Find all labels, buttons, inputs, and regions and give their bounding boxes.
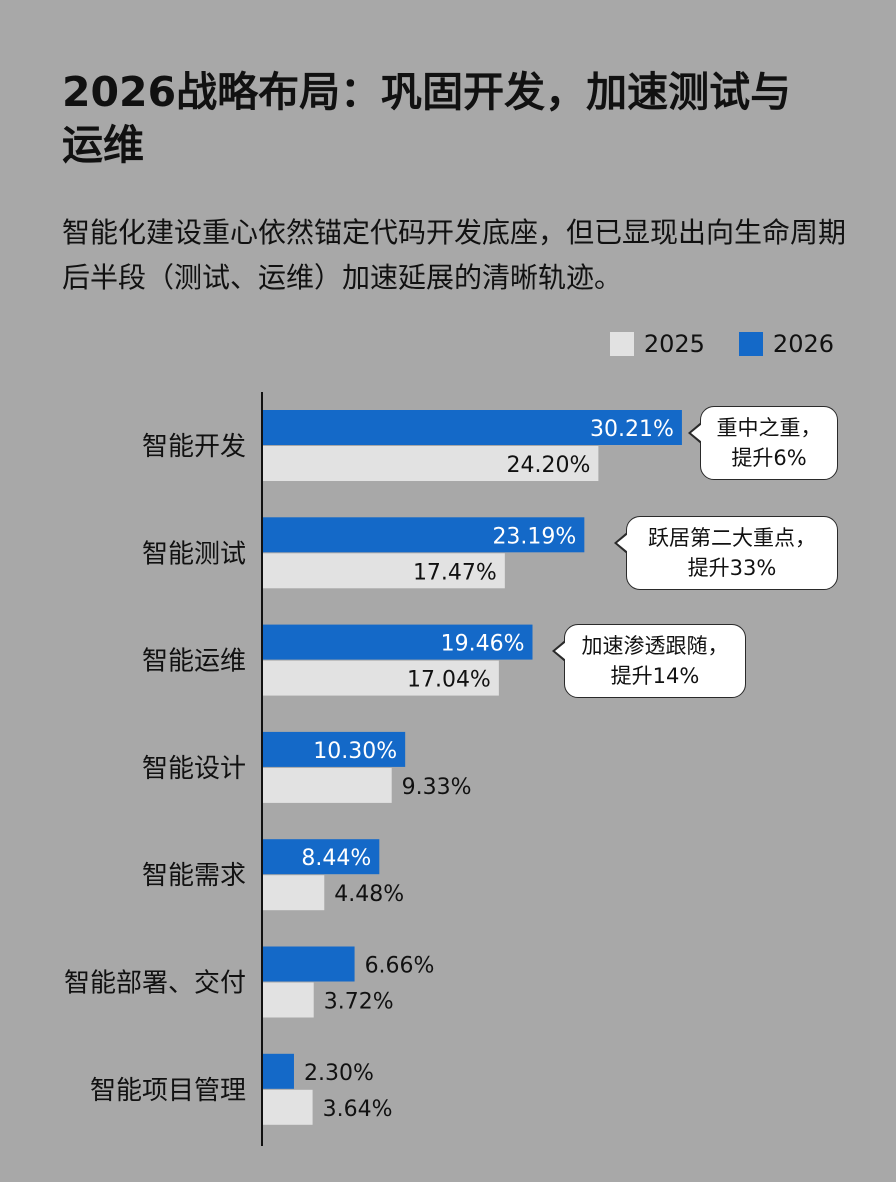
bar-2026: [262, 410, 682, 445]
bar-2025: [262, 553, 505, 589]
bar-2025: [262, 1089, 313, 1125]
bar-2026: [262, 1053, 294, 1089]
callout-test: 跃居第二大重点， 提升33%: [614, 516, 838, 590]
callout-dev: 重中之重， 提升6%: [688, 406, 838, 480]
bar-2025: [262, 982, 314, 1018]
category-label: 智能设计: [142, 754, 246, 784]
data-label-2025: 24.20%: [506, 453, 590, 478]
category-label: 智能开发: [142, 432, 246, 462]
category-label: 智能运维: [142, 647, 246, 677]
category-label: 智能需求: [142, 861, 246, 891]
page-title: 2026战略布局：巩固开发，加速测试与运维: [62, 68, 792, 169]
data-label-2026: 23.19%: [492, 524, 576, 549]
bar-2026: [262, 624, 533, 660]
legend-item-2025: 2025: [609, 330, 705, 358]
category-label: 智能项目管理: [90, 1076, 246, 1106]
bar-2025: [262, 875, 325, 911]
page-subtitle: 智能化建设重心依然锚定代码开发底座，但已显现出向生命周期后半段（测试、运维）加速…: [62, 216, 847, 294]
data-label-2025: 17.04%: [407, 668, 491, 693]
bar-2025: [262, 767, 392, 803]
legend-label-2026: 2026: [772, 330, 834, 358]
bar-2025: [262, 660, 499, 696]
data-label-2026: 2.30%: [304, 1061, 374, 1086]
data-label-2025: 9.33%: [402, 775, 472, 800]
category-label: 智能部署、交付: [64, 969, 246, 999]
bar-2026: [262, 517, 585, 553]
legend-label-2025: 2025: [643, 330, 705, 358]
data-label-2025: 3.64%: [323, 1097, 393, 1122]
data-label-2025: 4.48%: [334, 882, 404, 907]
data-label-2026: 30.21%: [590, 417, 674, 442]
data-label-2025: 3.72%: [324, 990, 394, 1015]
bar-2026: [262, 731, 406, 767]
category-label: 智能测试: [142, 539, 246, 569]
data-label-2025: 17.47%: [413, 560, 497, 585]
data-label-2026: 10.30%: [313, 739, 397, 764]
bar-2026: [262, 946, 355, 982]
bar-2026: [262, 839, 380, 875]
data-label-2026: 8.44%: [301, 846, 371, 871]
legend-item-2026: 2026: [738, 330, 834, 358]
chart-legend: 2025 2026: [609, 330, 834, 358]
bar-2025: [262, 446, 599, 481]
data-label-2026: 19.46%: [441, 632, 525, 657]
legend-swatch-2025: [609, 332, 634, 356]
legend-swatch-2026: [738, 332, 763, 356]
callout-ops: 加速渗透跟随， 提升14%: [552, 624, 746, 698]
data-label-2026: 6.66%: [365, 954, 435, 979]
